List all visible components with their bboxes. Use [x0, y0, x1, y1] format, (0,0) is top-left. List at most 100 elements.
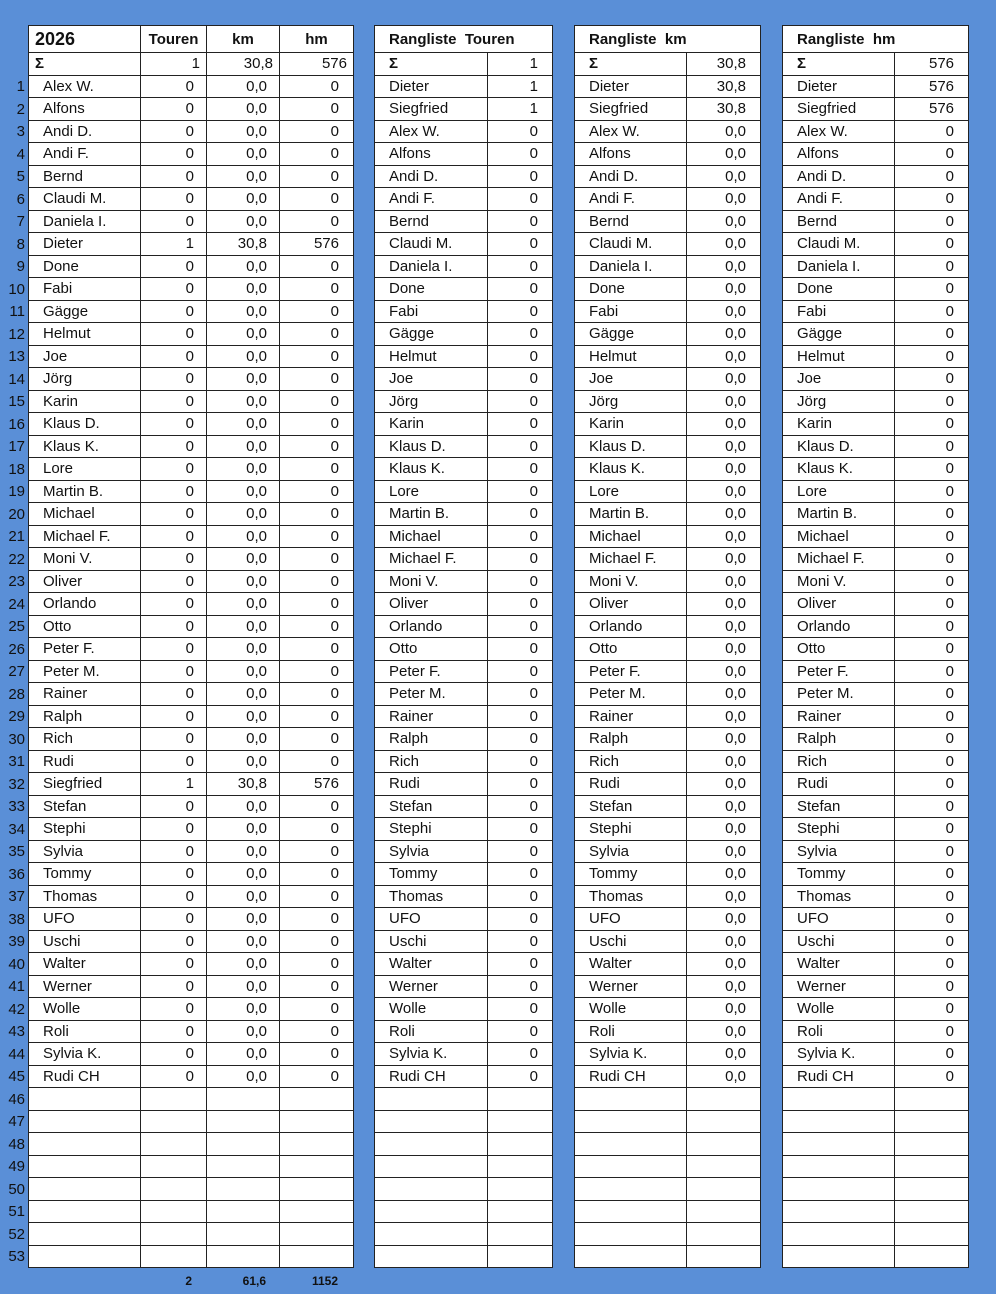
- name-cell[interactable]: Martin B.: [782, 502, 895, 526]
- value-cell[interactable]: 0,0: [206, 704, 280, 728]
- name-cell[interactable]: Stephi: [782, 817, 895, 841]
- name-cell[interactable]: Sylvia: [782, 839, 895, 863]
- name-cell[interactable]: Fabi: [782, 299, 895, 323]
- empty-cell[interactable]: [279, 1222, 354, 1246]
- name-cell[interactable]: Lore: [574, 479, 687, 503]
- value-cell[interactable]: 0: [486, 232, 554, 256]
- value-cell[interactable]: 0: [486, 637, 554, 661]
- name-cell[interactable]: Bernd: [28, 164, 141, 188]
- value-cell[interactable]: 0: [279, 74, 354, 98]
- value-cell[interactable]: 0,0: [686, 862, 761, 886]
- value-cell[interactable]: 0,0: [686, 344, 761, 368]
- empty-cell[interactable]: [206, 1244, 280, 1268]
- value-cell[interactable]: 0: [140, 839, 207, 863]
- value-cell[interactable]: 0: [279, 412, 354, 436]
- empty-cell[interactable]: [893, 1199, 970, 1223]
- name-cell[interactable]: Joe: [782, 367, 895, 391]
- value-cell[interactable]: 30,8: [206, 772, 280, 796]
- value-cell[interactable]: 0: [279, 524, 354, 548]
- value-cell[interactable]: 0: [140, 254, 207, 278]
- name-cell[interactable]: Ralph: [574, 727, 687, 751]
- empty-cell[interactable]: [206, 1087, 280, 1111]
- name-cell[interactable]: Helmut: [782, 344, 895, 368]
- name-cell[interactable]: Klaus D.: [574, 434, 687, 458]
- name-cell[interactable]: Rainer: [374, 704, 488, 728]
- value-cell[interactable]: 0: [893, 367, 970, 391]
- name-cell[interactable]: Werner: [374, 974, 488, 998]
- value-cell[interactable]: 0: [486, 299, 554, 323]
- value-cell[interactable]: 0: [893, 817, 970, 841]
- name-cell[interactable]: Alex W.: [28, 74, 141, 98]
- value-cell[interactable]: 0,0: [206, 839, 280, 863]
- name-cell[interactable]: Otto: [374, 637, 488, 661]
- value-cell[interactable]: 0: [893, 322, 970, 346]
- name-cell[interactable]: Dieter: [782, 74, 895, 98]
- value-cell[interactable]: 0,0: [206, 614, 280, 638]
- value-cell[interactable]: 0,0: [206, 907, 280, 931]
- value-cell[interactable]: 0: [893, 479, 970, 503]
- name-cell[interactable]: Walter: [374, 952, 488, 976]
- value-cell[interactable]: 0: [140, 569, 207, 593]
- name-cell[interactable]: Tommy: [574, 862, 687, 886]
- empty-cell[interactable]: [206, 1222, 280, 1246]
- name-cell[interactable]: Andi F.: [782, 187, 895, 211]
- empty-cell[interactable]: [374, 1177, 488, 1201]
- empty-cell[interactable]: [140, 1244, 207, 1268]
- name-cell[interactable]: Thomas: [574, 884, 687, 908]
- value-cell[interactable]: 0,0: [206, 322, 280, 346]
- value-cell[interactable]: 0,0: [206, 1019, 280, 1043]
- value-cell[interactable]: 0: [486, 817, 554, 841]
- value-cell[interactable]: 0: [279, 614, 354, 638]
- sum-value[interactable]: 30,8: [686, 52, 761, 76]
- value-cell[interactable]: 0: [486, 974, 554, 998]
- name-cell[interactable]: Gägge: [782, 322, 895, 346]
- name-cell[interactable]: Tommy: [28, 862, 141, 886]
- empty-cell[interactable]: [206, 1199, 280, 1223]
- name-cell[interactable]: Uschi: [374, 929, 488, 953]
- value-cell[interactable]: 0: [140, 389, 207, 413]
- value-cell[interactable]: 0: [279, 817, 354, 841]
- name-cell[interactable]: Rainer: [28, 682, 141, 706]
- value-cell[interactable]: 0: [486, 524, 554, 548]
- value-cell[interactable]: 0,0: [686, 907, 761, 931]
- value-cell[interactable]: 0: [893, 299, 970, 323]
- value-cell[interactable]: 0,0: [686, 299, 761, 323]
- value-cell[interactable]: 0: [140, 592, 207, 616]
- value-cell[interactable]: 0,0: [686, 682, 761, 706]
- value-cell[interactable]: 0,0: [206, 164, 280, 188]
- name-cell[interactable]: Bernd: [574, 209, 687, 233]
- value-cell[interactable]: 0,0: [206, 524, 280, 548]
- empty-cell[interactable]: [279, 1154, 354, 1178]
- empty-cell[interactable]: [782, 1199, 895, 1223]
- value-cell[interactable]: 0: [486, 1042, 554, 1066]
- value-cell[interactable]: 0: [140, 502, 207, 526]
- value-cell[interactable]: 0: [140, 884, 207, 908]
- name-cell[interactable]: Orlando: [374, 614, 488, 638]
- empty-cell[interactable]: [374, 1222, 488, 1246]
- name-cell[interactable]: Jörg: [28, 367, 141, 391]
- name-cell[interactable]: Sylvia K.: [374, 1042, 488, 1066]
- name-cell[interactable]: Rainer: [574, 704, 687, 728]
- value-cell[interactable]: 0,0: [686, 1042, 761, 1066]
- value-cell[interactable]: 0: [140, 524, 207, 548]
- value-cell[interactable]: 0: [486, 794, 554, 818]
- name-cell[interactable]: Rudi: [782, 772, 895, 796]
- value-cell[interactable]: 0: [486, 344, 554, 368]
- name-cell[interactable]: Werner: [782, 974, 895, 998]
- value-cell[interactable]: 0: [279, 1064, 354, 1088]
- name-cell[interactable]: Peter F.: [782, 659, 895, 683]
- value-cell[interactable]: 576: [279, 772, 354, 796]
- name-cell[interactable]: Fabi: [574, 299, 687, 323]
- empty-cell[interactable]: [140, 1132, 207, 1156]
- value-cell[interactable]: 0: [140, 862, 207, 886]
- name-cell[interactable]: Wolle: [374, 997, 488, 1021]
- value-cell[interactable]: 0: [486, 682, 554, 706]
- name-cell[interactable]: Peter M.: [374, 682, 488, 706]
- value-cell[interactable]: 0,0: [206, 974, 280, 998]
- value-cell[interactable]: 0: [893, 997, 970, 1021]
- name-cell[interactable]: Peter M.: [574, 682, 687, 706]
- name-cell[interactable]: Rudi: [374, 772, 488, 796]
- empty-cell[interactable]: [893, 1244, 970, 1268]
- value-cell[interactable]: 0,0: [206, 929, 280, 953]
- ranking-title[interactable]: Rangliste hm: [781, 25, 970, 53]
